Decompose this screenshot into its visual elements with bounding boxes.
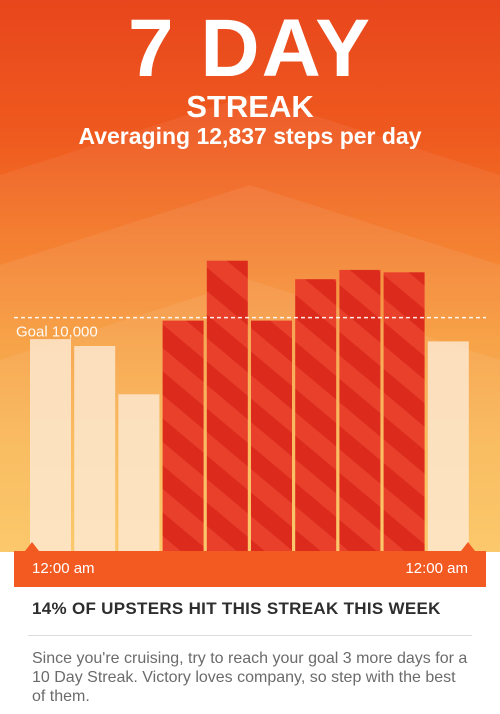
step-bar <box>118 394 160 551</box>
timeline-end-marker <box>461 542 475 551</box>
chart-bars <box>30 260 469 551</box>
card-divider <box>28 635 472 636</box>
step-bar <box>427 341 469 551</box>
step-bar <box>162 320 204 551</box>
step-bar <box>206 260 248 551</box>
timeline-start-marker <box>25 542 39 551</box>
step-bar <box>383 272 425 551</box>
streak-stat: 14% OF UPSTERS HIT THIS STREAK THIS WEEK <box>32 599 441 618</box>
timeline-end-label: 12:00 am <box>405 560 468 577</box>
step-bar <box>339 269 381 551</box>
average-steps: Averaging 12,837 steps per day <box>78 123 422 149</box>
step-bar <box>74 346 116 551</box>
hero-background: 7 DAY STREAK Averaging 12,837 steps per … <box>0 0 500 552</box>
timeline-bar: 12:00 am 12:00 am <box>14 542 486 587</box>
timeline-start-label: 12:00 am <box>32 560 95 577</box>
streak-message: Since you're cruising, try to reach your… <box>32 650 468 705</box>
step-bar <box>295 279 337 551</box>
streak-subtitle: STREAK <box>186 89 314 124</box>
streak-title: 7 DAY <box>128 3 372 94</box>
goal-label: Goal 10,000 <box>16 324 98 341</box>
steps-chart: Goal 10,000 <box>16 260 469 551</box>
streak-info-card: 14% OF UPSTERS HIT THIS STREAK THIS WEEK… <box>14 587 486 714</box>
step-bar <box>251 320 292 551</box>
step-bar <box>30 339 71 551</box>
